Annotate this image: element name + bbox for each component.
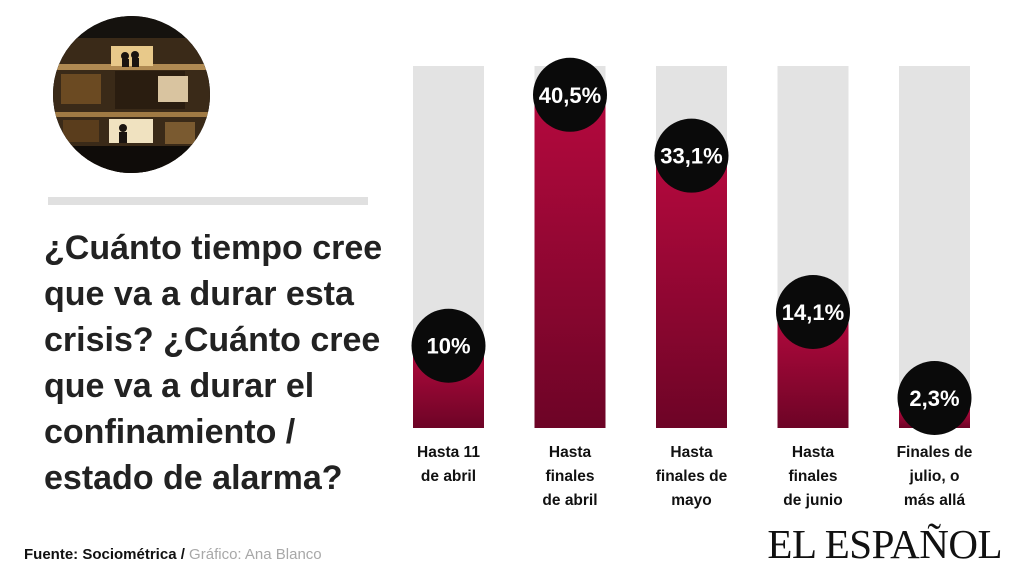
- category-label: finales de: [656, 468, 728, 485]
- data-label: 40,5%: [539, 83, 601, 108]
- category-label: finales: [545, 468, 594, 485]
- category-label: de abril: [542, 492, 597, 509]
- source-separator: /: [176, 546, 185, 563]
- value-bubble: [533, 57, 607, 132]
- bar: [656, 155, 727, 428]
- category-label: Finales de: [897, 444, 973, 461]
- category-label: mayo: [671, 492, 712, 509]
- data-label: 10%: [426, 334, 470, 359]
- graphic-credit: Gráfico: Ana Blanco: [184, 546, 322, 563]
- night-balcony-photo: [53, 16, 210, 173]
- source-credit: Fuente: Sociométrica / Gráfico: Ana Blan…: [24, 546, 322, 563]
- value-bubble: [654, 118, 729, 193]
- category-label: Hasta 11: [417, 444, 480, 461]
- bar: [534, 94, 606, 428]
- chart-question-title: ¿Cuánto tiempo cree que va a durar esta …: [44, 229, 383, 497]
- value-bubble: [897, 361, 972, 435]
- source-label: Fuente: Sociométrica: [24, 546, 177, 563]
- category-label: de abril: [421, 468, 476, 485]
- value-bubble: [776, 274, 850, 349]
- el-espanol-logo: EL ESPAÑOL: [767, 521, 1002, 567]
- data-label: 33,1%: [660, 144, 722, 169]
- category-label: de junio: [783, 492, 842, 509]
- data-label: 2,3%: [909, 386, 959, 411]
- photo-illustration: [53, 16, 210, 173]
- value-bubble: [411, 308, 486, 383]
- data-label: 14,1%: [782, 300, 844, 325]
- divider-bar: [48, 197, 368, 205]
- category-label: más allá: [904, 492, 966, 509]
- category-label: Hasta: [549, 444, 592, 461]
- category-label: Hasta: [792, 444, 835, 461]
- category-label: julio, o: [909, 468, 960, 485]
- category-label: Hasta: [670, 444, 713, 461]
- category-label: finales: [788, 468, 837, 485]
